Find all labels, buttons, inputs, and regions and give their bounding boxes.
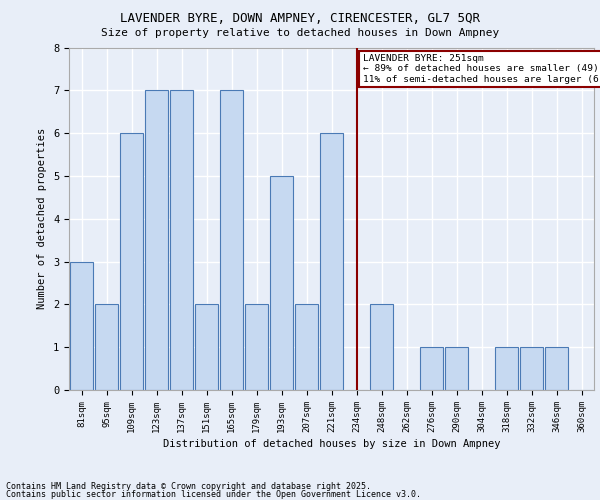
Bar (245, 304, 268, 390)
Y-axis label: Number of detached properties: Number of detached properties (37, 128, 47, 310)
X-axis label: Distribution of detached houses by size in Down Ampney: Distribution of detached houses by size … (163, 439, 500, 449)
Bar (145, 90, 168, 390)
Bar (220, 90, 243, 390)
Bar (545, 347, 568, 390)
Bar (320, 133, 343, 390)
Bar (370, 304, 393, 390)
Text: LAVENDER BYRE, DOWN AMPNEY, CIRENCESTER, GL7 5QR: LAVENDER BYRE, DOWN AMPNEY, CIRENCESTER,… (120, 12, 480, 26)
Bar (270, 176, 293, 390)
Bar (195, 304, 218, 390)
Bar (445, 347, 468, 390)
Bar (170, 90, 193, 390)
Bar (295, 304, 318, 390)
Text: Contains HM Land Registry data © Crown copyright and database right 2025.: Contains HM Land Registry data © Crown c… (6, 482, 371, 491)
Bar (520, 347, 543, 390)
Text: Size of property relative to detached houses in Down Ampney: Size of property relative to detached ho… (101, 28, 499, 38)
Bar (495, 347, 518, 390)
Text: LAVENDER BYRE: 251sqm
← 89% of detached houses are smaller (49)
11% of semi-deta: LAVENDER BYRE: 251sqm ← 89% of detached … (363, 54, 600, 84)
Bar (70, 262, 93, 390)
Bar (95, 304, 118, 390)
Text: Contains public sector information licensed under the Open Government Licence v3: Contains public sector information licen… (6, 490, 421, 499)
Bar (120, 133, 143, 390)
Bar (420, 347, 443, 390)
